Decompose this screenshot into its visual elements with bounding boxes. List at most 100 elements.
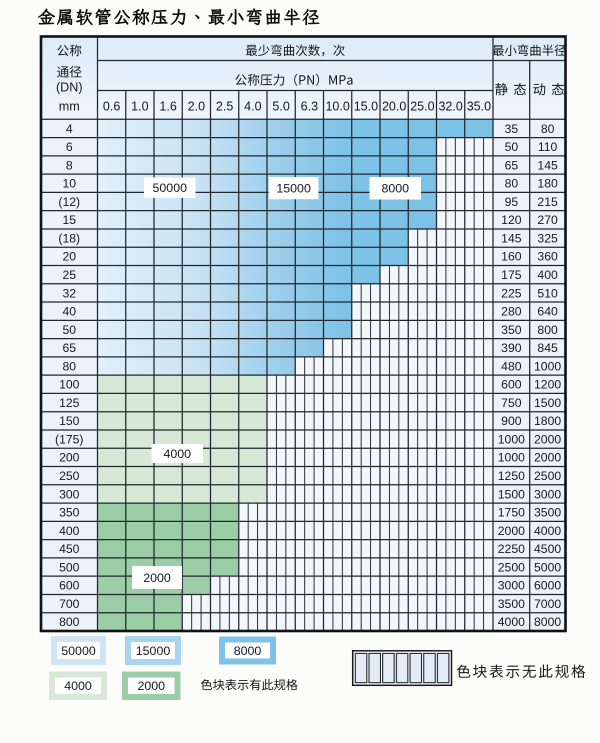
svg-text:32: 32 xyxy=(62,286,76,300)
svg-text:2000: 2000 xyxy=(137,679,165,693)
svg-text:700: 700 xyxy=(59,597,80,611)
svg-text:1000: 1000 xyxy=(534,359,561,373)
svg-text:640: 640 xyxy=(537,305,558,319)
svg-text:20.0: 20.0 xyxy=(382,100,406,114)
svg-text:270: 270 xyxy=(537,213,558,227)
svg-text:125: 125 xyxy=(59,396,80,410)
svg-text:350: 350 xyxy=(59,506,80,520)
svg-text:180: 180 xyxy=(537,177,558,191)
svg-text:80: 80 xyxy=(505,177,519,191)
svg-text:25.0: 25.0 xyxy=(410,100,434,114)
svg-text:390: 390 xyxy=(501,341,522,355)
svg-text:300: 300 xyxy=(59,487,80,501)
svg-text:3500: 3500 xyxy=(498,597,525,611)
svg-text:4500: 4500 xyxy=(534,542,561,556)
svg-text:325: 325 xyxy=(537,231,558,245)
svg-text:1750: 1750 xyxy=(498,506,525,520)
svg-text:225: 225 xyxy=(501,286,522,300)
svg-text:0.6: 0.6 xyxy=(103,100,120,114)
svg-text:500: 500 xyxy=(59,560,80,574)
svg-text:8000: 8000 xyxy=(534,615,561,629)
svg-text:5.0: 5.0 xyxy=(272,100,289,114)
svg-text:25: 25 xyxy=(62,268,76,282)
svg-text:2.0: 2.0 xyxy=(188,100,205,114)
svg-text:1800: 1800 xyxy=(534,414,561,428)
svg-text:2000: 2000 xyxy=(534,432,561,446)
svg-text:600: 600 xyxy=(59,579,80,593)
svg-text:95: 95 xyxy=(505,195,519,209)
svg-text:4000: 4000 xyxy=(64,679,92,693)
svg-text:1000: 1000 xyxy=(498,432,525,446)
svg-text:845: 845 xyxy=(537,341,558,355)
svg-text:(18): (18) xyxy=(58,231,80,245)
svg-text:6: 6 xyxy=(66,140,73,154)
svg-text:900: 900 xyxy=(501,414,522,428)
svg-text:65: 65 xyxy=(505,158,519,172)
svg-text:35.0: 35.0 xyxy=(467,100,491,114)
svg-text:1.0: 1.0 xyxy=(131,100,148,114)
svg-text:200: 200 xyxy=(59,451,80,465)
svg-text:6000: 6000 xyxy=(534,579,561,593)
svg-text:600: 600 xyxy=(501,378,522,392)
svg-text:1000: 1000 xyxy=(498,451,525,465)
svg-text:80: 80 xyxy=(62,359,76,373)
svg-text:145: 145 xyxy=(537,158,558,172)
svg-text:4000: 4000 xyxy=(534,524,561,538)
svg-text:110: 110 xyxy=(538,140,558,154)
svg-text:2.5: 2.5 xyxy=(216,100,233,114)
svg-text:50: 50 xyxy=(62,323,76,337)
svg-text:145: 145 xyxy=(501,231,522,245)
svg-text:100: 100 xyxy=(59,378,80,392)
svg-text:2000: 2000 xyxy=(143,571,171,585)
svg-text:360: 360 xyxy=(537,250,558,264)
svg-text:3000: 3000 xyxy=(498,579,525,593)
svg-text:400: 400 xyxy=(59,524,80,538)
svg-text:450: 450 xyxy=(59,542,80,556)
svg-text:2250: 2250 xyxy=(498,542,525,556)
svg-text:50: 50 xyxy=(505,140,519,154)
svg-text:1500: 1500 xyxy=(534,396,561,410)
svg-text:400: 400 xyxy=(537,268,558,282)
svg-text:1250: 1250 xyxy=(498,469,525,483)
svg-text:4: 4 xyxy=(66,122,73,136)
svg-text:280: 280 xyxy=(501,305,522,319)
svg-text:15000: 15000 xyxy=(276,181,311,195)
svg-text:40: 40 xyxy=(62,305,76,319)
svg-text:350: 350 xyxy=(501,323,522,337)
svg-text:8000: 8000 xyxy=(381,182,409,196)
svg-text:4.0: 4.0 xyxy=(244,100,261,114)
svg-text:3500: 3500 xyxy=(534,506,561,520)
svg-text:215: 215 xyxy=(537,195,558,209)
svg-text:160: 160 xyxy=(501,250,522,264)
svg-text:(175): (175) xyxy=(55,432,83,446)
svg-text:32.0: 32.0 xyxy=(438,100,462,114)
svg-text:15: 15 xyxy=(62,213,76,227)
svg-text:2500: 2500 xyxy=(498,560,525,574)
svg-text:mm: mm xyxy=(59,99,80,113)
svg-text:2000: 2000 xyxy=(534,451,561,465)
svg-text:2500: 2500 xyxy=(534,469,561,483)
svg-text:150: 150 xyxy=(59,414,80,428)
svg-text:35: 35 xyxy=(505,122,519,136)
svg-text:1500: 1500 xyxy=(498,487,525,501)
svg-text:15000: 15000 xyxy=(136,644,171,658)
svg-text:50000: 50000 xyxy=(61,644,96,658)
svg-text:800: 800 xyxy=(59,615,80,629)
svg-text:120: 120 xyxy=(501,213,522,227)
svg-text:4000: 4000 xyxy=(163,447,191,461)
svg-text:(12): (12) xyxy=(58,195,80,209)
svg-text:20: 20 xyxy=(62,250,76,264)
svg-text:1200: 1200 xyxy=(534,378,561,392)
svg-text:7000: 7000 xyxy=(534,597,561,611)
svg-text:15.0: 15.0 xyxy=(354,100,378,114)
svg-text:800: 800 xyxy=(537,323,558,337)
svg-text:480: 480 xyxy=(501,359,522,373)
svg-text:1.6: 1.6 xyxy=(159,100,176,114)
svg-text:(DN): (DN) xyxy=(56,81,83,95)
svg-text:175: 175 xyxy=(501,268,522,282)
svg-text:3000: 3000 xyxy=(534,487,561,501)
svg-text:80: 80 xyxy=(541,122,555,136)
svg-text:2000: 2000 xyxy=(498,524,525,538)
svg-text:6.3: 6.3 xyxy=(301,100,318,114)
svg-text:750: 750 xyxy=(501,396,522,410)
